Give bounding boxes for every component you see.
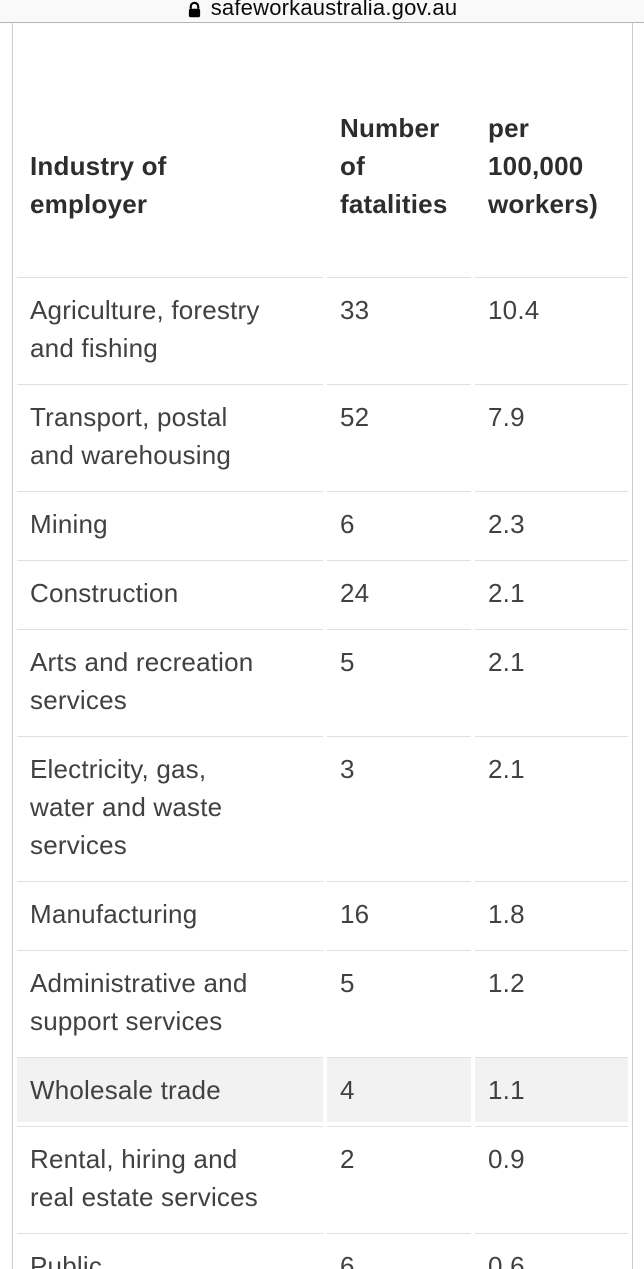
cell-number-of-fatalities: 6 — [327, 491, 471, 556]
cell-industry: Electricity, gas, water and waste servic… — [17, 736, 323, 877]
table-row: Construction 24 2.1 — [17, 560, 628, 625]
address-bar-domain: safeworkaustralia.gov.au — [210, 0, 458, 20]
cell-number-of-fatalities: 2 — [327, 1126, 471, 1229]
cell-industry: Wholesale trade — [17, 1057, 323, 1122]
cell-fatality-rate: 0.9 — [475, 1126, 628, 1229]
cell-number-of-fatalities: 52 — [327, 384, 471, 487]
header-number-of-fatalities: Number of fatalities — [327, 27, 471, 273]
cell-fatality-rate: 2.1 — [475, 736, 628, 877]
cell-industry: Rental, hiring and real estate services — [17, 1126, 323, 1229]
header-fatalities-label: Number of fatalities — [340, 113, 448, 219]
table-header-row: Industry of employer Number of fatalitie… — [17, 27, 628, 273]
table-row: Public administration and safety 6 0.6 — [17, 1233, 628, 1269]
table-row: Wholesale trade 4 1.1 — [17, 1057, 628, 1122]
header-industry-of-employer: Industry of employer — [17, 27, 323, 273]
cell-industry: Arts and recreation services — [17, 629, 323, 732]
cell-number-of-fatalities: 5 — [327, 629, 471, 732]
fatalities-table: Industry of employer Number of fatalitie… — [12, 23, 633, 1269]
cell-industry: Construction — [17, 560, 323, 625]
table-row: Manufacturing 16 1.8 — [17, 881, 628, 946]
table-row: Administrative and support services 5 1.… — [17, 950, 628, 1053]
cell-number-of-fatalities: 24 — [327, 560, 471, 625]
cell-fatality-rate: 2.1 — [475, 629, 628, 732]
lock-icon — [188, 1, 200, 17]
table-row: Agriculture, forestry and fishing 33 10.… — [17, 277, 628, 380]
cell-fatality-rate: 10.4 — [475, 277, 628, 380]
cell-fatality-rate: 7.9 — [475, 384, 628, 487]
address-bar-content: safeworkaustralia.gov.au — [0, 0, 644, 22]
cell-fatality-rate: 0.6 — [475, 1233, 628, 1269]
cell-fatality-rate: 2.1 — [475, 560, 628, 625]
table-row: Transport, postal and warehousing 52 7.9 — [17, 384, 628, 487]
table-row: Electricity, gas, water and waste servic… — [17, 736, 628, 877]
cell-industry: Transport, postal and warehousing — [17, 384, 323, 487]
cell-industry: Mining — [17, 491, 323, 556]
table-row: Rental, hiring and real estate services … — [17, 1126, 628, 1229]
header-industry-label: Industry of employer — [30, 151, 167, 219]
header-fatality-rate: (fatalities per 100,000 workers) — [475, 27, 628, 273]
browser-address-bar[interactable]: safeworkaustralia.gov.au — [0, 0, 644, 23]
cell-number-of-fatalities: 16 — [327, 881, 471, 946]
table-row: Mining 6 2.3 — [17, 491, 628, 556]
cell-industry: Administrative and support services — [17, 950, 323, 1053]
cell-industry: Public administration and safety — [17, 1233, 323, 1269]
cell-number-of-fatalities: 3 — [327, 736, 471, 877]
cell-fatality-rate: 2.3 — [475, 491, 628, 556]
cell-industry: Manufacturing — [17, 881, 323, 946]
header-rate-clipped-line: (fatalities — [488, 65, 616, 71]
cell-fatality-rate: 1.8 — [475, 881, 628, 946]
cell-number-of-fatalities: 33 — [327, 277, 471, 380]
cell-fatality-rate: 1.1 — [475, 1057, 628, 1122]
header-rate-label: per 100,000 workers) — [488, 113, 598, 219]
table-row: Arts and recreation services 5 2.1 — [17, 629, 628, 732]
cell-number-of-fatalities: 6 — [327, 1233, 471, 1269]
page-content: Industry of employer Number of fatalitie… — [0, 23, 644, 1269]
cell-number-of-fatalities: 5 — [327, 950, 471, 1053]
cell-number-of-fatalities: 4 — [327, 1057, 471, 1122]
cell-industry: Agriculture, forestry and fishing — [17, 277, 323, 380]
cell-fatality-rate: 1.2 — [475, 950, 628, 1053]
